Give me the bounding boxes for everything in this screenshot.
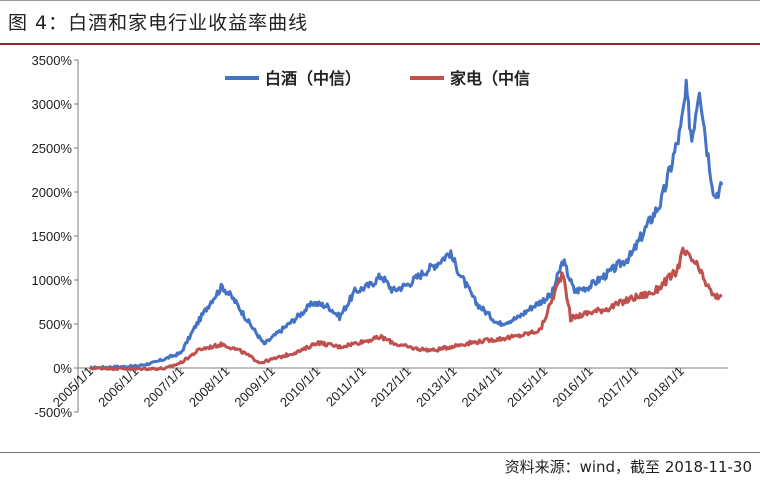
y-tick-label: 1000% <box>32 273 73 288</box>
y-tick-label: 2000% <box>32 185 73 200</box>
y-tick-label: -500% <box>34 405 72 420</box>
bottom-rule <box>0 452 760 453</box>
y-tick-label: 0% <box>53 361 72 376</box>
x-tick-label: 2011/1/1 <box>323 364 369 410</box>
x-tick-label: 2008/1/1 <box>186 364 232 410</box>
y-tick-label: 3500% <box>32 53 73 68</box>
source-note: 资料来源：wind，截至 2018-11-30 <box>504 458 752 476</box>
title-divider <box>0 43 760 45</box>
x-tick-label: 2015/1/1 <box>504 364 550 410</box>
returns-line-chart: -500% 0% 500% 1000% 1500% 2000% 2500% 3000% 3500… <box>32 53 728 420</box>
y-tick-label: 3000% <box>32 97 73 112</box>
top-rule <box>0 0 760 1</box>
x-tick-label: 2012/1/1 <box>368 364 414 410</box>
x-tick-label: 2010/1/1 <box>277 364 323 410</box>
y-tick-label: 500% <box>39 317 73 332</box>
x-tick-label: 2018/1/1 <box>640 364 686 410</box>
page-title: 图 4：白酒和家电行业收益率曲线 <box>8 12 309 34</box>
series-line-0 <box>89 78 724 371</box>
x-tick-label: 2017/1/1 <box>595 364 641 410</box>
x-tick-label: 2014/1/1 <box>459 364 505 410</box>
x-tick-label: 2016/1/1 <box>549 364 595 410</box>
x-tick-label: 2013/1/1 <box>413 364 459 410</box>
series-line-1 <box>88 246 723 372</box>
legend-label-1: 家电（中信 <box>450 69 530 88</box>
y-tick-label: 2500% <box>32 141 73 156</box>
x-tick-label: 2009/1/1 <box>231 364 277 410</box>
y-tick-label: 1500% <box>32 229 73 244</box>
legend-label-0: 白酒（中信） <box>265 69 361 88</box>
